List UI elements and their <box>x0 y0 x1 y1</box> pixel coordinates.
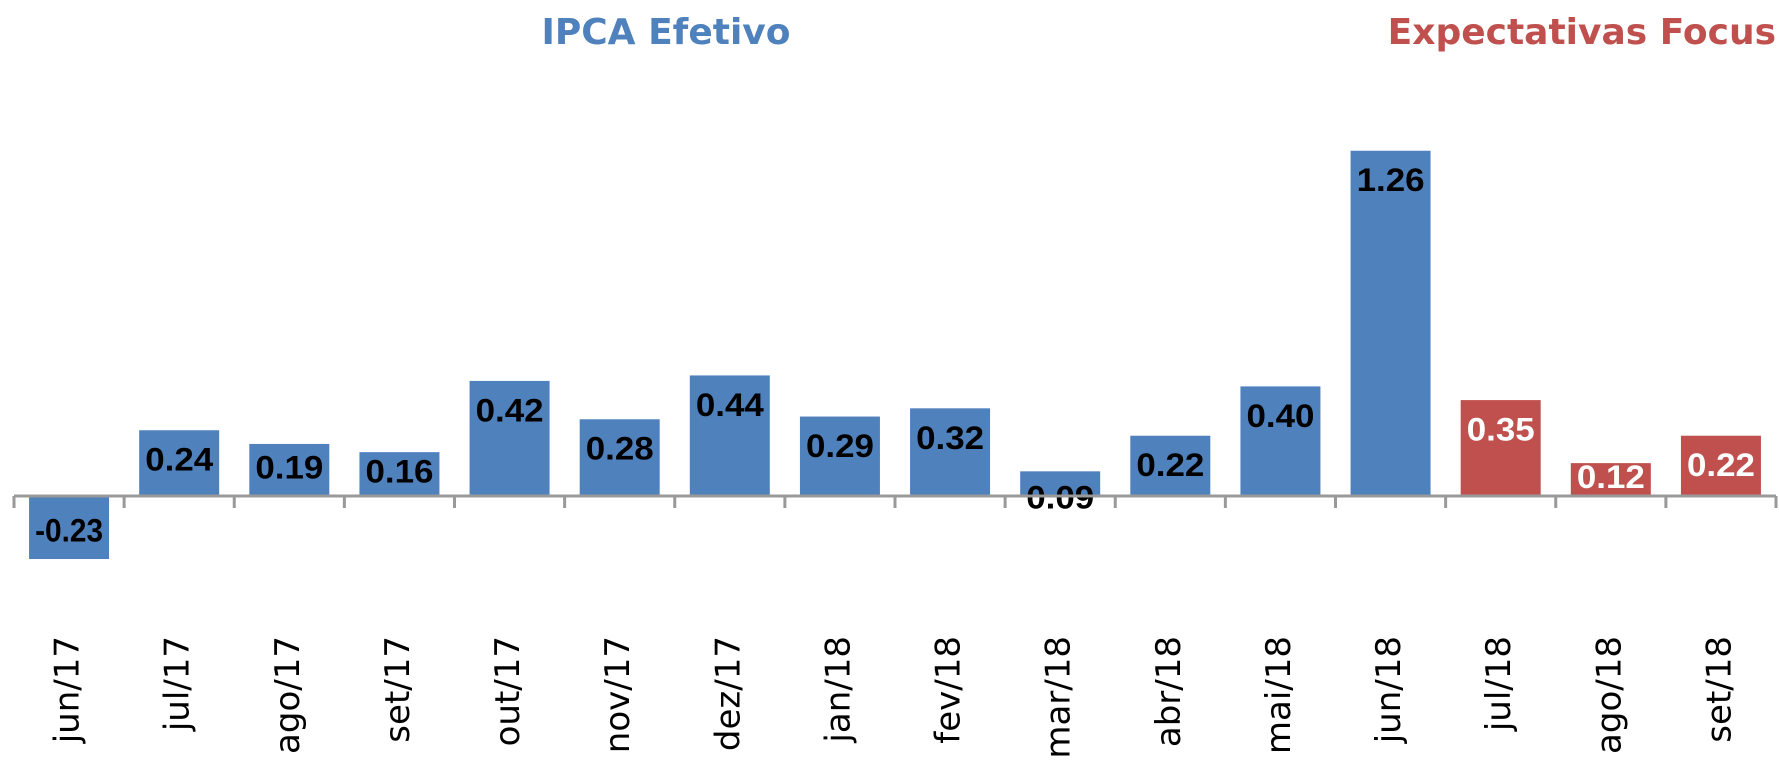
value-label: 0.16 <box>365 454 433 490</box>
value-label: 0.24 <box>145 442 213 478</box>
bar <box>469 380 550 496</box>
value-label: 0.22 <box>1136 447 1204 483</box>
x-tick-label: ago/17 <box>268 636 308 754</box>
value-label: 0.12 <box>1577 459 1645 495</box>
x-tick-label: set/17 <box>378 636 418 743</box>
value-label: 0.19 <box>255 449 323 485</box>
bar <box>910 408 991 496</box>
x-tick-label: jun/17 <box>48 636 88 744</box>
bar <box>1680 435 1761 496</box>
value-label: 0.35 <box>1467 412 1535 448</box>
x-tick-label: mai/18 <box>1259 636 1299 754</box>
x-tick-label: jan/18 <box>818 636 858 744</box>
series-header: IPCA Efetivo <box>541 12 790 53</box>
bar <box>249 443 330 496</box>
bar <box>359 452 440 496</box>
bar <box>1460 400 1541 496</box>
x-tick-label: jul/17 <box>158 636 198 732</box>
value-label: 0.28 <box>586 431 654 467</box>
x-tick-label: nov/17 <box>598 636 638 753</box>
value-label: 0.22 <box>1687 447 1755 483</box>
bar <box>1130 435 1211 496</box>
bar <box>29 496 110 560</box>
x-tick-label: ago/18 <box>1589 636 1629 754</box>
value-label: -0.23 <box>35 512 103 548</box>
bar <box>1020 471 1101 496</box>
x-tick-label: jul/18 <box>1479 636 1519 732</box>
bar <box>1350 150 1431 496</box>
bar <box>689 375 770 496</box>
bar <box>1240 386 1321 496</box>
bar <box>139 430 220 496</box>
x-tick-label: dez/17 <box>708 636 748 751</box>
x-tick-label: set/18 <box>1699 636 1739 743</box>
value-label: 0.29 <box>806 428 874 464</box>
series-header: Expectativas Focus <box>1388 12 1776 53</box>
bar <box>579 419 660 496</box>
x-tick-label: out/17 <box>488 636 528 746</box>
x-tick-label: fev/18 <box>929 636 969 744</box>
value-label: 0.40 <box>1246 398 1314 434</box>
x-tick-label: abr/18 <box>1149 636 1189 747</box>
value-label: 0.32 <box>916 420 984 456</box>
value-label: 1.26 <box>1357 162 1425 198</box>
x-tick-label: mar/18 <box>1039 636 1079 759</box>
value-label: 0.44 <box>696 387 764 423</box>
value-label: 0.42 <box>476 392 544 428</box>
bar <box>1570 463 1651 496</box>
bar <box>799 416 880 496</box>
x-tick-label: jun/18 <box>1369 636 1409 744</box>
